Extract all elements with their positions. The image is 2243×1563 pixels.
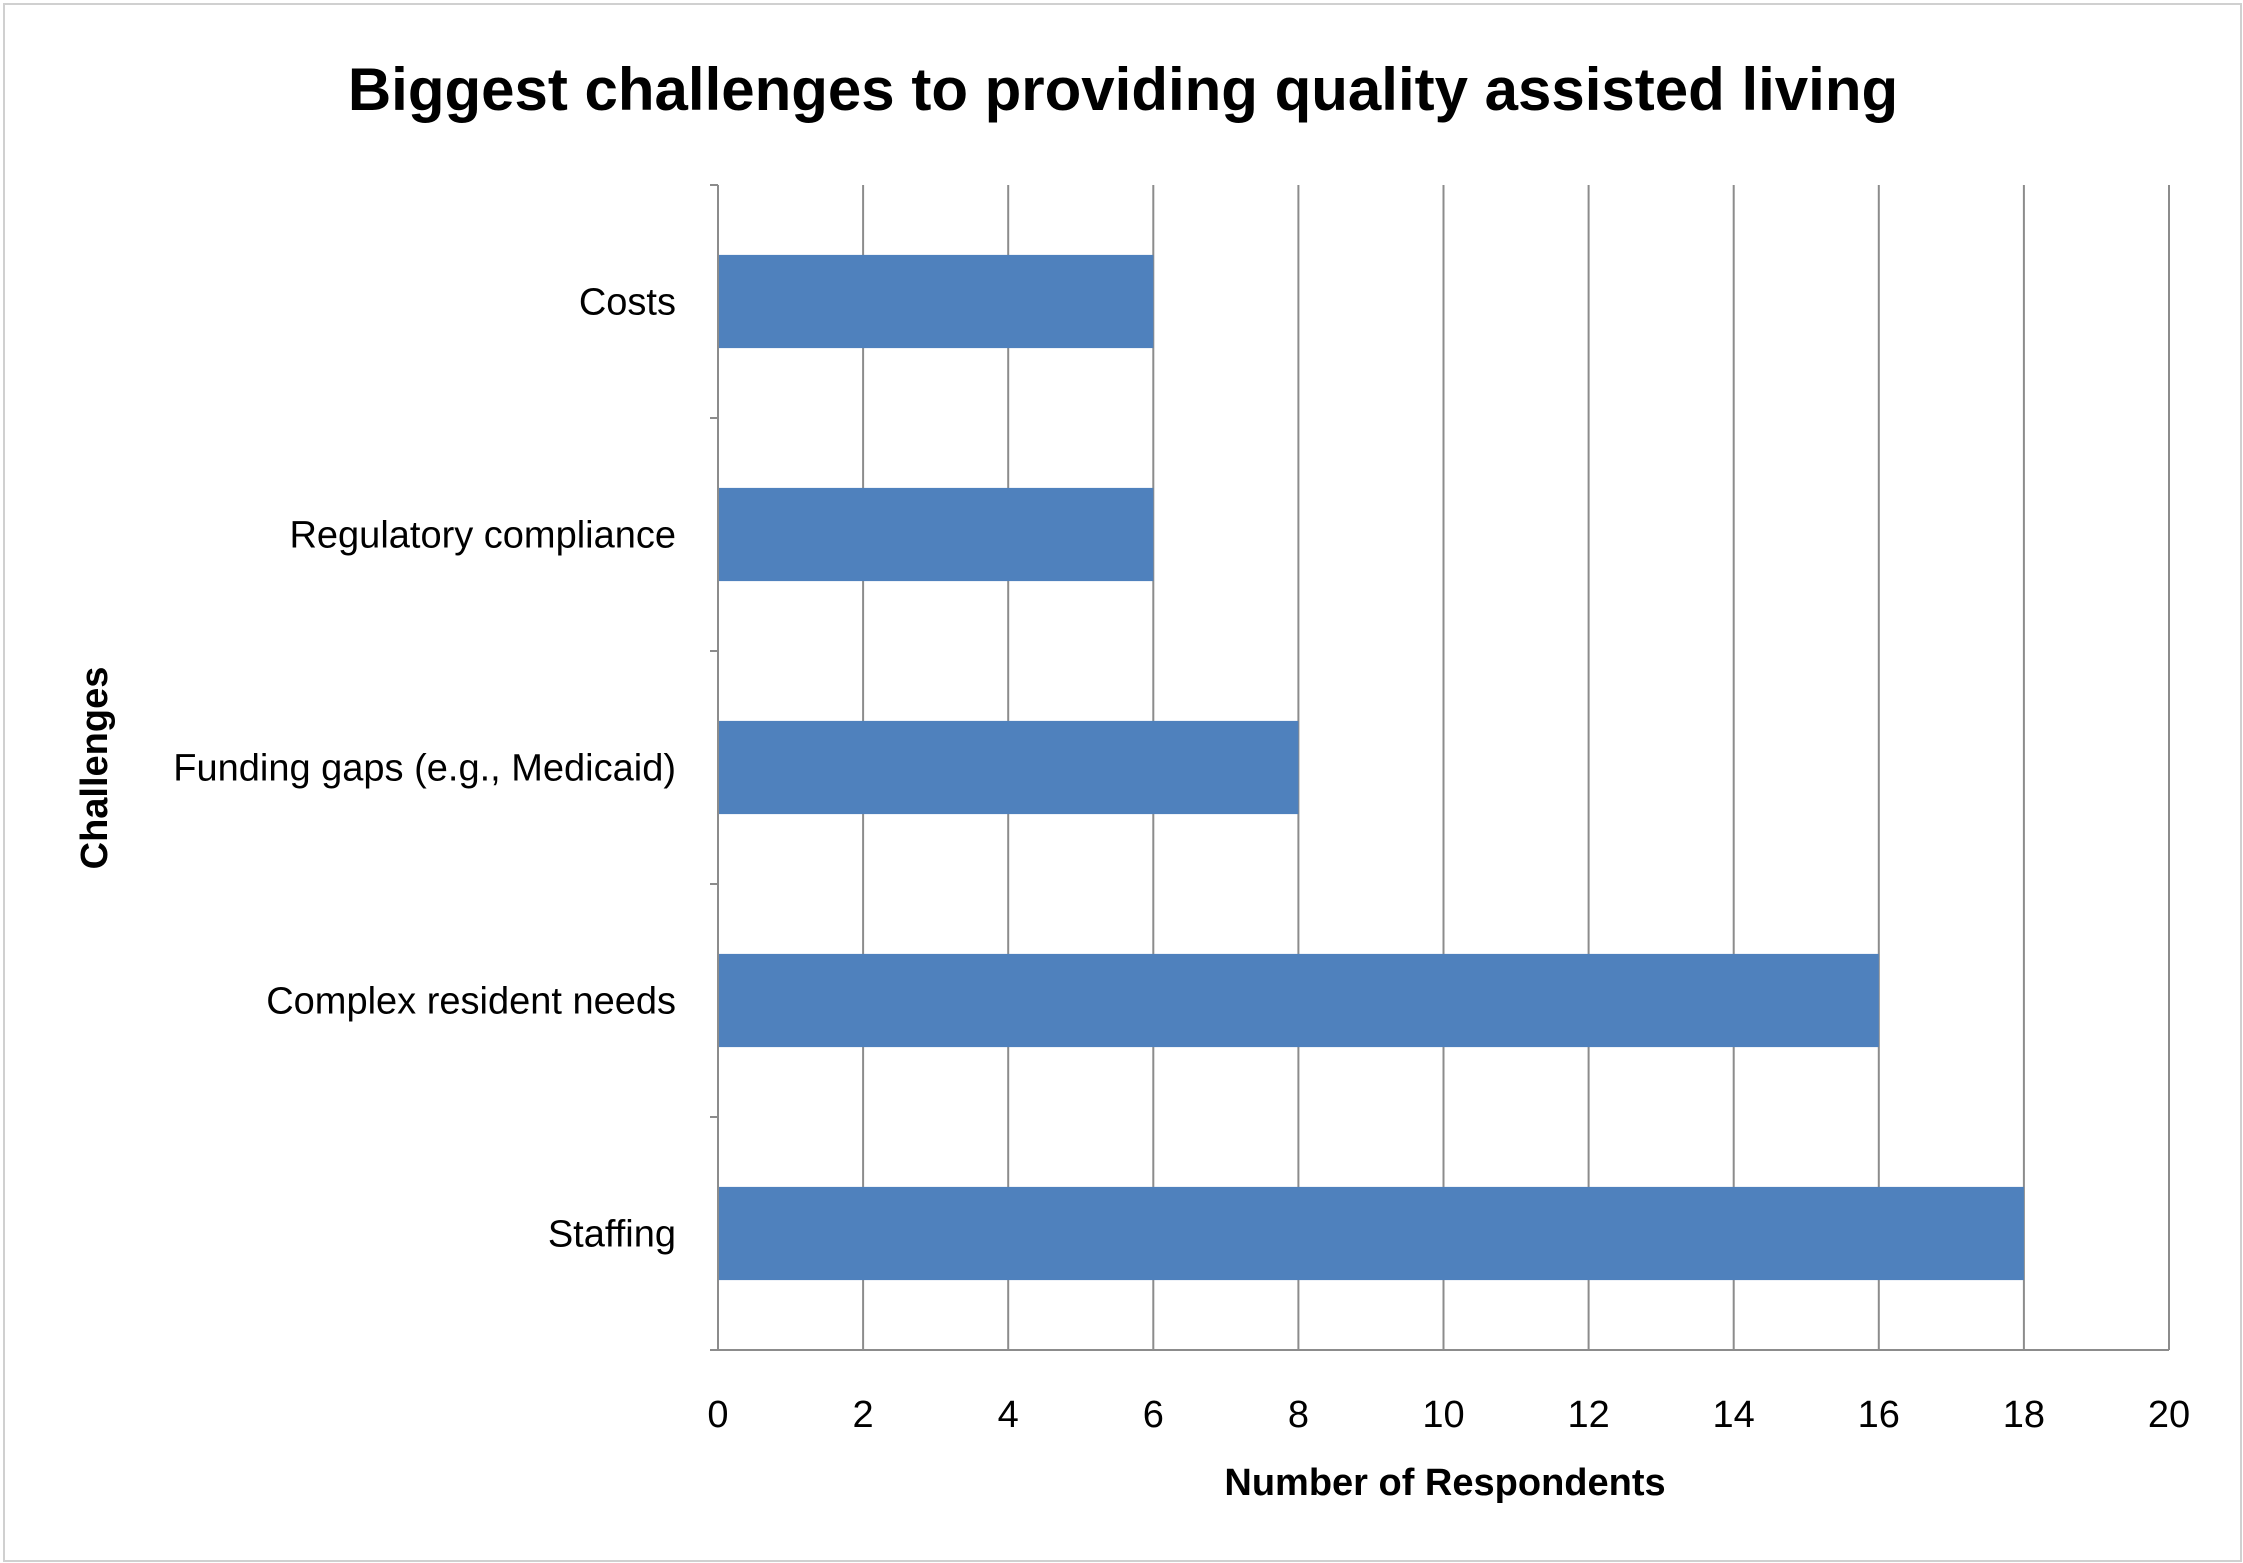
bar-costs bbox=[718, 254, 1154, 349]
x-tick-label: 0 bbox=[707, 1394, 728, 1436]
chart-title: Biggest challenges to providing quality … bbox=[348, 56, 1898, 123]
y-category-label: Staffing bbox=[548, 1214, 676, 1256]
y-category-label: Costs bbox=[579, 282, 676, 324]
gridlines bbox=[862, 185, 2170, 1350]
y-axis-title: Challenges bbox=[74, 667, 116, 870]
x-tick-label: 18 bbox=[2003, 1394, 2045, 1436]
y-category-label: Regulatory compliance bbox=[289, 515, 676, 557]
x-tick-label: 6 bbox=[1143, 1394, 1164, 1436]
bar-chart: Biggest challenges to providing quality … bbox=[74, 56, 2190, 1504]
y-category-labels: Costs Regulatory compliance Funding gaps (… bbox=[173, 282, 676, 1256]
x-tick-label: 16 bbox=[1858, 1394, 1900, 1436]
y-category-label: Funding gaps (e.g., Medicaid) bbox=[173, 748, 676, 790]
bar-regulatory-compliance bbox=[718, 487, 1154, 582]
x-tick-label: 10 bbox=[1422, 1394, 1464, 1436]
x-tick-label: 12 bbox=[1567, 1394, 1609, 1436]
bar-staffing bbox=[718, 1186, 2024, 1281]
bars bbox=[718, 254, 2024, 1281]
x-tick-label: 2 bbox=[853, 1394, 874, 1436]
bar-funding-gaps-e-g-medicaid bbox=[718, 720, 1299, 815]
x-tick-label: 14 bbox=[1713, 1394, 1755, 1436]
y-category-label: Complex resident needs bbox=[266, 981, 676, 1023]
x-tick-labels: 0 2 4 6 8 10 12 14 16 18 20 bbox=[707, 1394, 2190, 1436]
chart-frame: Biggest challenges to providing quality … bbox=[3, 3, 2242, 1562]
x-tick-label: 20 bbox=[2148, 1394, 2190, 1436]
bar-complex-resident-needs bbox=[718, 953, 1879, 1048]
x-tick-label: 8 bbox=[1288, 1394, 1309, 1436]
x-tick-label: 4 bbox=[998, 1394, 1019, 1436]
x-axis-title: Number of Respondents bbox=[1224, 1462, 1665, 1504]
axes bbox=[710, 184, 2169, 1351]
